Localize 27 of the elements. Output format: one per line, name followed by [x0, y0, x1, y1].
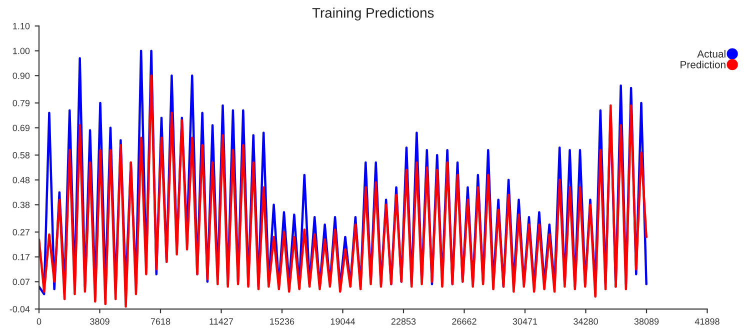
y-tick-label: 1.00	[13, 48, 30, 54]
y-tick-label: -0.04	[10, 306, 30, 312]
y-tick-label: 0.17	[12, 254, 30, 260]
y-tick-label: 0.79	[12, 100, 30, 106]
y-tick-label: 0.58	[12, 152, 30, 158]
y-tick-label: 0.27	[12, 229, 30, 236]
y-tick-label: 0.48	[12, 176, 30, 184]
x-tick-label: 19044	[330, 318, 356, 325]
x-tick-label: 38089	[634, 318, 659, 325]
x-tick-label: 0	[36, 318, 42, 325]
x-tick-label: 34280	[574, 318, 598, 325]
x-tick-label: 41898	[694, 318, 720, 325]
y-tick-label: 0.90	[12, 72, 30, 79]
x-tick-label: 26662	[452, 318, 476, 325]
x-tick-label: 7618	[150, 318, 170, 325]
x-tick-label: 22853	[391, 318, 416, 325]
y-tick-label: 0.07	[12, 278, 30, 286]
legend-label: Actual	[697, 50, 726, 58]
y-tick-label: 0.69	[12, 124, 30, 132]
chart-title: Training Predictions	[312, 8, 434, 21]
legend-label: Prediction	[680, 60, 726, 68]
x-tick-label: 11427	[210, 318, 234, 325]
x-tick-label: 30471	[512, 318, 538, 325]
y-tick-label: 0.38	[12, 202, 30, 208]
y-tick-label: 1.10	[13, 22, 30, 30]
x-tick-label: 3809	[90, 318, 110, 325]
x-tick-label: 15236	[270, 318, 294, 325]
